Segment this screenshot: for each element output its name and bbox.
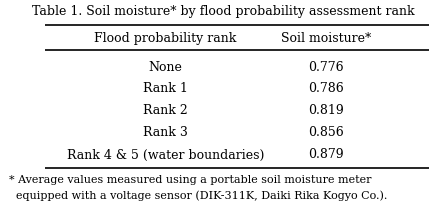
Text: Rank 4 & 5 (water boundaries): Rank 4 & 5 (water boundaries) [67, 148, 264, 162]
Text: 0.776: 0.776 [308, 61, 344, 73]
Text: 0.856: 0.856 [308, 126, 344, 140]
Text: Soil moisture*: Soil moisture* [281, 31, 371, 44]
Text: Rank 3: Rank 3 [143, 126, 188, 140]
Text: Rank 2: Rank 2 [143, 104, 188, 118]
Text: 0.819: 0.819 [308, 104, 344, 118]
Text: 0.879: 0.879 [308, 148, 344, 162]
Text: Table 1. Soil moisture* by flood probability assessment rank: Table 1. Soil moisture* by flood probabi… [32, 5, 415, 19]
Text: 0.786: 0.786 [308, 82, 344, 95]
Text: equipped with a voltage sensor (DIK-311K, Daiki Rika Kogyo Co.).: equipped with a voltage sensor (DIK-311K… [9, 191, 387, 201]
Text: None: None [148, 61, 182, 73]
Text: Flood probability rank: Flood probability rank [94, 31, 236, 44]
Text: Rank 1: Rank 1 [143, 82, 188, 95]
Text: * Average values measured using a portable soil moisture meter: * Average values measured using a portab… [9, 175, 371, 185]
